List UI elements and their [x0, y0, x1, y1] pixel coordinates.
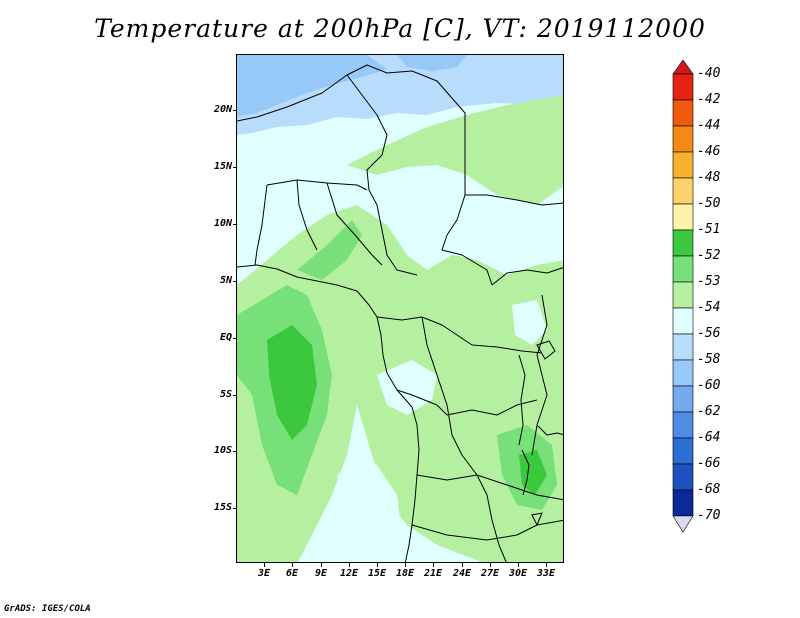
color-bar-segment: [672, 177, 694, 205]
lon-label-18e: 18E: [395, 568, 415, 579]
lon-label-30e: 30E: [508, 568, 528, 579]
color-bar-segment: [672, 359, 694, 387]
field-base-hole1: [377, 360, 437, 415]
color-bar-label: -50: [697, 196, 721, 211]
color-bar-segment: [672, 463, 694, 491]
lon-tick: [264, 563, 265, 567]
color-bar-segment: [672, 333, 694, 361]
color-bar-segment: [672, 203, 694, 231]
color-bar-segment: [672, 255, 694, 283]
lon-tick: [405, 563, 406, 567]
color-bar-label: -58: [697, 352, 721, 367]
lakes: [518, 340, 556, 527]
lon-tick: [546, 563, 547, 567]
color-bar-label: -68: [697, 482, 721, 497]
lat-tick: [233, 508, 237, 509]
color-bar-label: -46: [697, 144, 721, 159]
lat-tick: [233, 224, 237, 225]
color-bar-label: -53: [697, 274, 721, 289]
color-bar-label: -56: [697, 326, 721, 341]
lat-label-15n: 15N: [213, 161, 232, 172]
lon-tick: [321, 563, 322, 567]
color-bar-label: -54: [697, 300, 721, 315]
field-cold-58b: [397, 55, 467, 71]
plot-title: Temperature at 200hPa [C], VT: 201911200…: [94, 14, 706, 43]
lon-tick: [349, 563, 350, 567]
lon-label-6e: 6E: [285, 568, 299, 579]
color-bar-segment: [672, 73, 694, 101]
map-panel: [236, 54, 564, 563]
color-bar-segment: [672, 151, 694, 179]
lat-tick: [233, 281, 237, 282]
lon-label-12e: 12E: [339, 568, 359, 579]
lon-tick: [377, 563, 378, 567]
color-bar-top-arrow: [672, 59, 694, 75]
grads-credit: GrADS: IGES/COLA: [4, 604, 91, 614]
lon-tick: [433, 563, 434, 567]
color-bar-segment: [672, 489, 694, 517]
lat-label-15s: 15S: [213, 502, 232, 513]
color-bar-label: -64: [697, 430, 721, 445]
temperature-field-map: [237, 55, 563, 562]
color-bar-bottom-arrow: [672, 515, 694, 533]
color-bar-label: -70: [697, 508, 721, 523]
color-bar-label: -40: [697, 66, 721, 81]
field-cold-58: [237, 55, 387, 117]
color-bar-segment: [672, 125, 694, 153]
lat-tick: [233, 167, 237, 168]
lon-label-9e: 9E: [314, 568, 328, 579]
color-bar-label: -52: [697, 248, 721, 263]
color-bar-label: -62: [697, 404, 721, 419]
lat-label-20n: 20N: [213, 104, 232, 115]
field-base-hole2: [337, 465, 402, 562]
color-bar-label: -48: [697, 170, 721, 185]
lat-label-10n: 10N: [213, 218, 232, 229]
lon-label-3e: 3E: [257, 568, 271, 579]
color-bar-label: -51: [697, 222, 721, 237]
lat-label-5s: 5S: [219, 389, 232, 400]
color-bar-label: -42: [697, 92, 721, 107]
lon-tick: [462, 563, 463, 567]
lat-tick: [233, 395, 237, 396]
lon-tick: [490, 563, 491, 567]
lon-label-21e: 21E: [423, 568, 443, 579]
field-warm-53-north: [347, 95, 563, 205]
lat-tick: [233, 451, 237, 452]
lon-label-27e: 27E: [480, 568, 500, 579]
lat-tick: [233, 110, 237, 111]
field-base-hole3: [512, 300, 547, 345]
field-warm-52-ne: [297, 220, 362, 280]
color-bar-label: -60: [697, 378, 721, 393]
lon-tick: [518, 563, 519, 567]
color-bar-label: -44: [697, 118, 721, 133]
country-borders: [237, 64, 563, 562]
lon-label-24e: 24E: [452, 568, 472, 579]
color-bar-segment: [672, 229, 694, 257]
lat-label-10s: 10S: [213, 445, 232, 456]
lat-tick: [233, 338, 237, 339]
color-bar-segment: [672, 437, 694, 465]
field-warm-51-core: [267, 325, 317, 440]
lon-label-33e: 33E: [536, 568, 556, 579]
lat-label-5n: 5N: [219, 275, 232, 286]
color-bar-segment: [672, 281, 694, 309]
color-bar: [672, 59, 694, 533]
color-bar-segment: [672, 385, 694, 413]
lon-tick: [292, 563, 293, 567]
lat-label-eq: EQ: [219, 332, 232, 343]
color-bar-segment: [672, 411, 694, 439]
color-bar-segment: [672, 307, 694, 335]
color-bar-segment: [672, 99, 694, 127]
lon-label-15e: 15E: [367, 568, 387, 579]
color-bar-label: -66: [697, 456, 721, 471]
